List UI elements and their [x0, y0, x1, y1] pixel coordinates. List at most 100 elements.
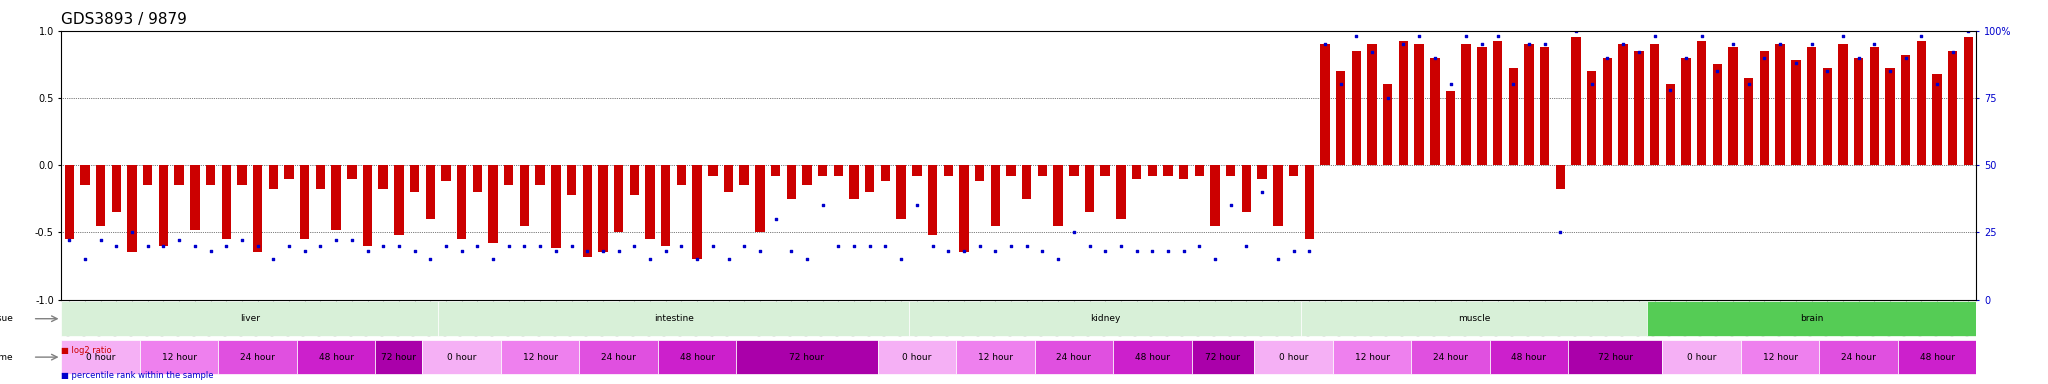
Bar: [1948, 51, 1958, 165]
Bar: [1147, 165, 1157, 176]
Point: [885, 256, 918, 262]
Bar: [1430, 58, 1440, 165]
Point: [1561, 28, 1593, 34]
Bar: [629, 165, 639, 195]
Point: [901, 202, 934, 209]
Bar: [1509, 68, 1518, 165]
Bar: [709, 165, 717, 176]
Point: [1339, 33, 1372, 39]
Bar: [1477, 47, 1487, 165]
Bar: [1022, 165, 1032, 199]
FancyBboxPatch shape: [502, 340, 580, 374]
Point: [1137, 248, 1169, 254]
Bar: [1651, 44, 1659, 165]
Point: [1890, 55, 1923, 61]
Point: [1356, 49, 1389, 55]
Point: [477, 256, 510, 262]
Text: 0 hour: 0 hour: [86, 353, 115, 362]
Point: [1686, 33, 1718, 39]
Bar: [299, 165, 309, 239]
Bar: [1712, 64, 1722, 165]
Bar: [1776, 44, 1786, 165]
Point: [1214, 202, 1247, 209]
FancyBboxPatch shape: [956, 340, 1034, 374]
Bar: [1729, 47, 1739, 165]
FancyBboxPatch shape: [375, 340, 422, 374]
Point: [100, 243, 133, 249]
Point: [649, 248, 682, 254]
Point: [1073, 243, 1106, 249]
Bar: [426, 165, 434, 219]
Bar: [1038, 165, 1047, 176]
Bar: [127, 165, 137, 253]
Bar: [1698, 41, 1706, 165]
Bar: [1288, 165, 1298, 176]
Point: [838, 243, 870, 249]
Bar: [285, 165, 293, 179]
Bar: [393, 165, 403, 235]
Point: [289, 248, 322, 254]
Point: [727, 243, 760, 249]
Bar: [944, 165, 952, 176]
Bar: [911, 165, 922, 176]
Point: [383, 243, 416, 249]
Point: [1622, 49, 1655, 55]
Point: [350, 248, 383, 254]
Bar: [786, 165, 797, 199]
Point: [948, 248, 981, 254]
Text: 12 hour: 12 hour: [977, 353, 1014, 362]
Bar: [1241, 165, 1251, 212]
FancyBboxPatch shape: [1647, 301, 1976, 336]
Point: [1057, 229, 1090, 235]
Point: [461, 243, 494, 249]
Bar: [1335, 71, 1346, 165]
Bar: [143, 165, 152, 185]
Bar: [928, 165, 938, 235]
Bar: [1759, 51, 1769, 165]
Text: 72 hour: 72 hour: [788, 353, 825, 362]
Bar: [1964, 37, 1972, 165]
Point: [1450, 33, 1483, 39]
Bar: [113, 165, 121, 212]
Point: [162, 237, 195, 243]
Bar: [1681, 58, 1692, 165]
Point: [1262, 256, 1294, 262]
Text: 12 hour: 12 hour: [1354, 353, 1389, 362]
Point: [367, 243, 399, 249]
FancyBboxPatch shape: [1333, 340, 1411, 374]
Bar: [457, 165, 467, 239]
Bar: [567, 165, 575, 195]
Bar: [1133, 165, 1141, 179]
Point: [807, 202, 840, 209]
Bar: [174, 165, 184, 185]
Text: intestine: intestine: [653, 314, 694, 323]
Text: 24 hour: 24 hour: [1057, 353, 1092, 362]
Bar: [1587, 71, 1597, 165]
Point: [147, 243, 180, 249]
Bar: [440, 165, 451, 181]
Bar: [221, 165, 231, 239]
Point: [1669, 55, 1702, 61]
Bar: [1618, 44, 1628, 165]
Bar: [410, 165, 420, 192]
FancyBboxPatch shape: [879, 340, 956, 374]
Bar: [803, 165, 811, 185]
Point: [397, 248, 430, 254]
Point: [791, 256, 823, 262]
Point: [602, 248, 635, 254]
Bar: [1853, 58, 1864, 165]
Bar: [1446, 91, 1456, 165]
Point: [1372, 95, 1405, 101]
Point: [571, 248, 604, 254]
Bar: [881, 165, 891, 181]
Text: 0 hour: 0 hour: [1278, 353, 1309, 362]
Text: 24 hour: 24 hour: [240, 353, 274, 362]
Bar: [1180, 165, 1188, 179]
Text: 72 hour: 72 hour: [381, 353, 416, 362]
Bar: [487, 165, 498, 243]
Bar: [1053, 165, 1063, 225]
Bar: [346, 165, 356, 179]
Bar: [332, 165, 340, 230]
Bar: [614, 165, 623, 232]
Point: [1763, 41, 1796, 47]
